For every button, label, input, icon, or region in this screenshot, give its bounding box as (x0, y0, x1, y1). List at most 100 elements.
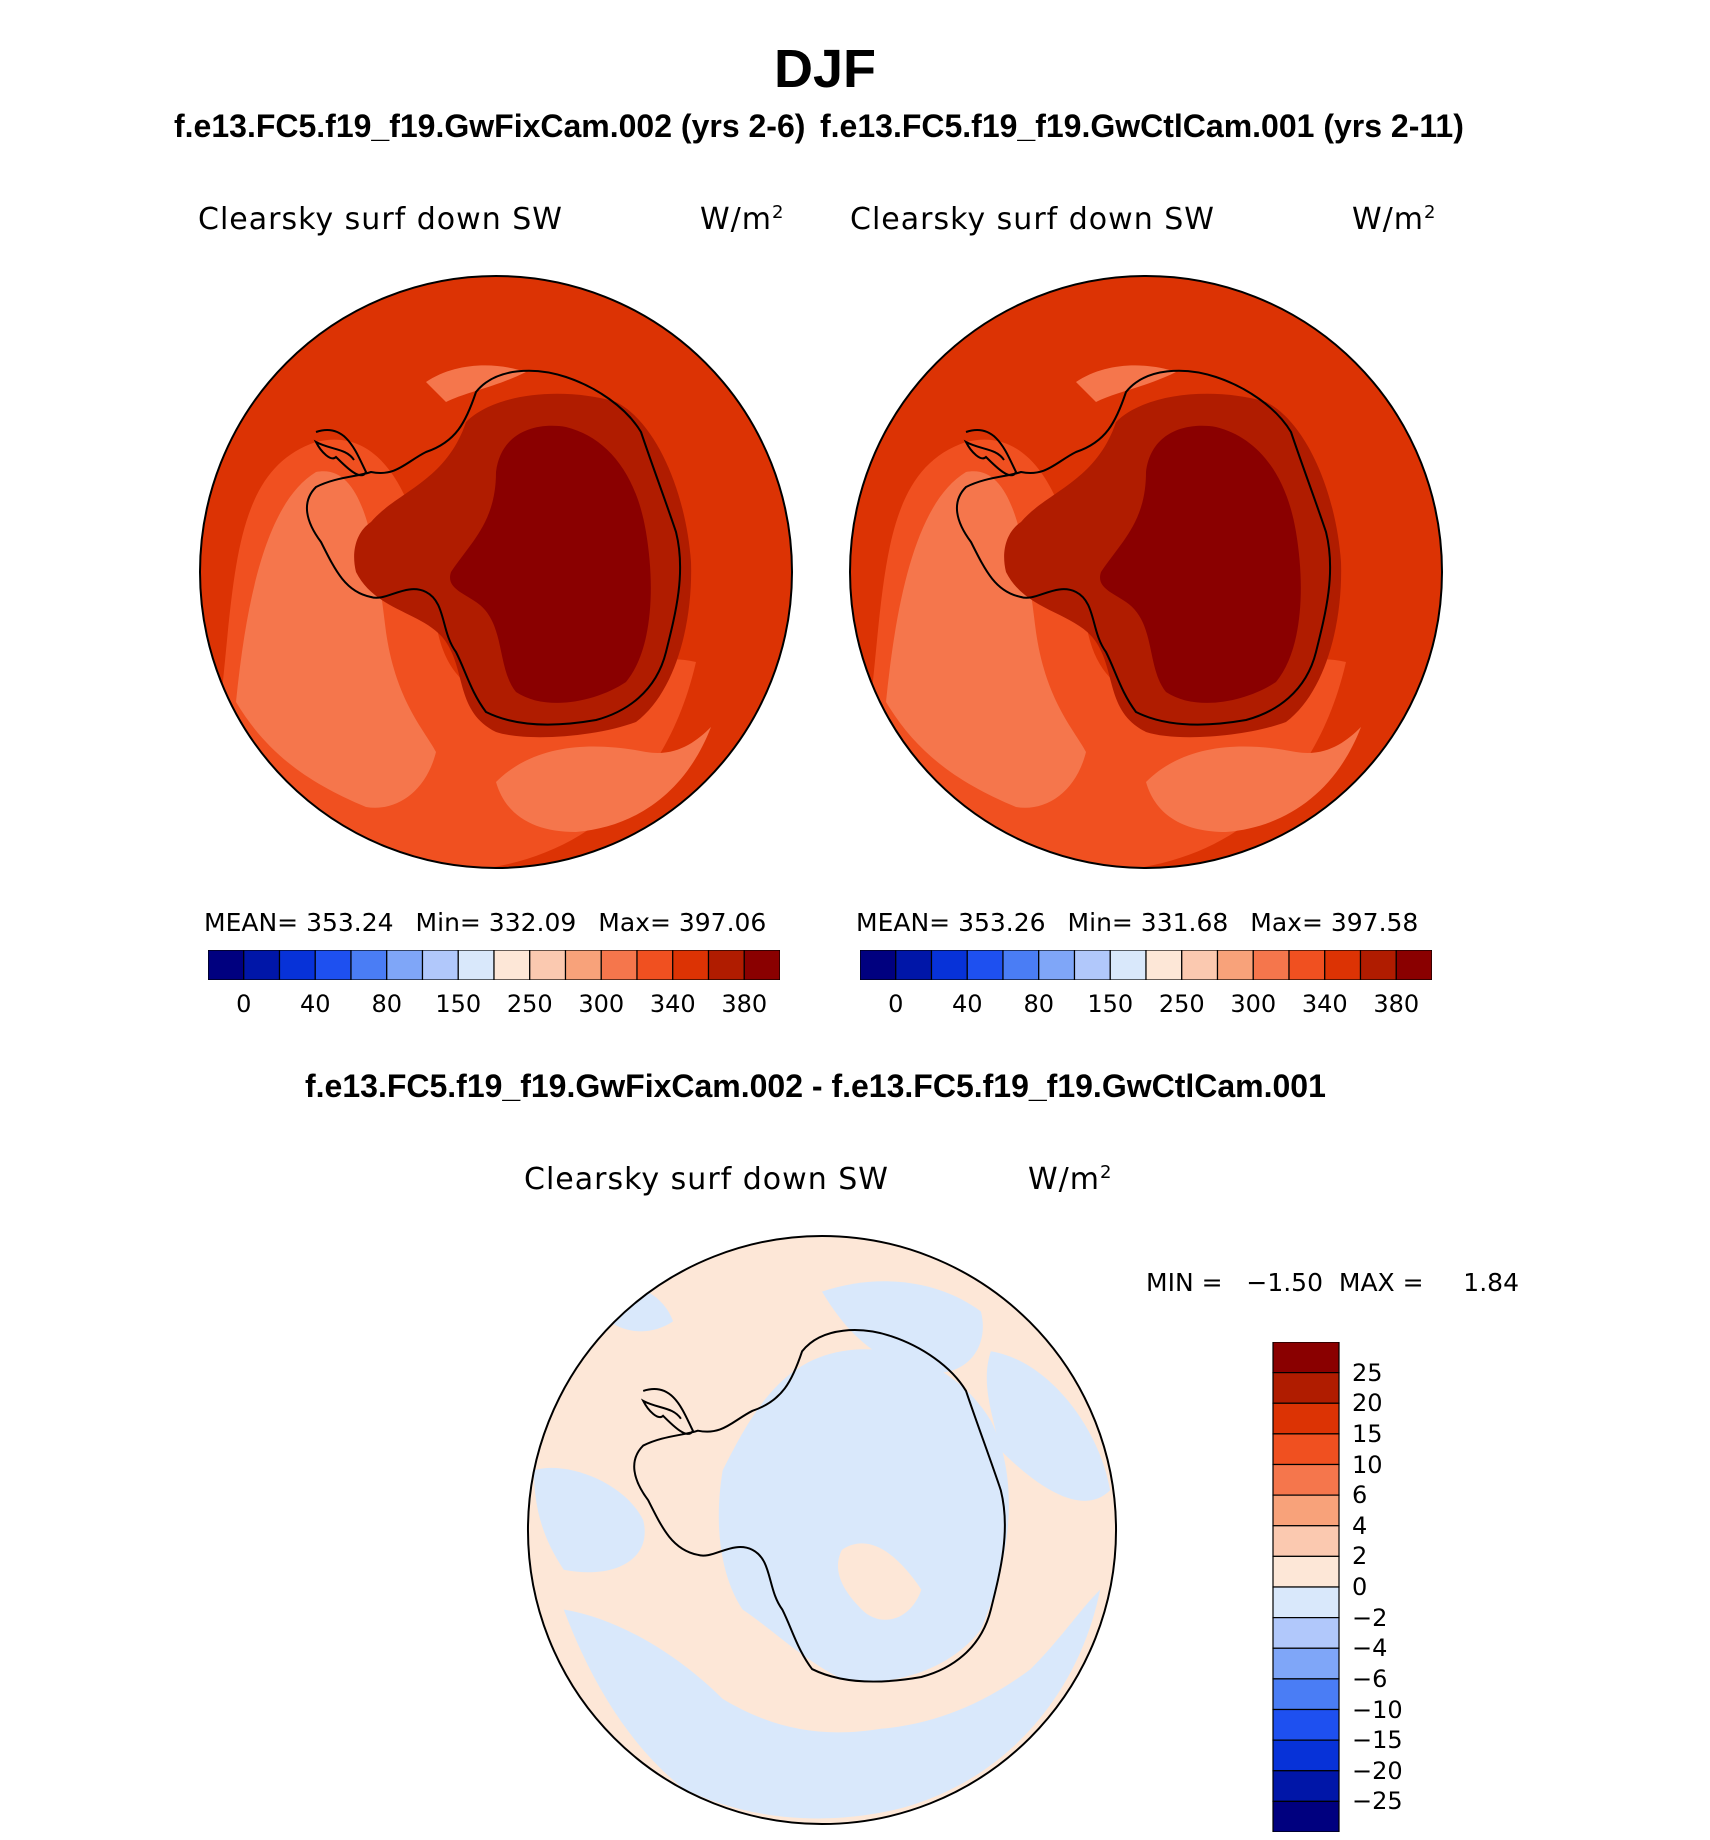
colorbar-tick-label: 4 (1352, 1511, 1368, 1540)
colorbar-tick-label: 150 (1087, 990, 1134, 1018)
interior-high-region (450, 425, 651, 703)
pacific-light-region (886, 471, 1086, 808)
colorbar-tick-label: 250 (1158, 990, 1205, 1018)
left-case-title: f.e13.FC5.f19_f19.GwFixCam.002 (yrs 2-6) (174, 108, 806, 144)
colorbar-tick-label: 380 (1373, 990, 1420, 1018)
colorbar-tick-label: 300 (578, 990, 625, 1018)
colorbar-tick-label: −2 (1352, 1603, 1388, 1632)
left-polar-map (199, 275, 793, 869)
colorbar-tick-label: 300 (1230, 990, 1277, 1018)
colorbar-swatch (208, 950, 245, 980)
colorbar-swatch (1272, 1402, 1340, 1435)
colorbar-tick-label: 25 (1352, 1358, 1383, 1387)
southern-light-region (496, 727, 711, 832)
colorbar-tick-label: −6 (1352, 1664, 1388, 1693)
colorbar-swatch (1272, 1494, 1340, 1527)
colorbar-tick-label: 15 (1352, 1419, 1383, 1448)
colorbar-swatch (743, 950, 780, 980)
colorbar-swatch (278, 950, 316, 980)
colorbar-swatch (1272, 1678, 1340, 1711)
right-colorbar-labels: 0 40 80 150 250 300 340 380 (860, 990, 1432, 1022)
pacific-light-region (236, 471, 436, 808)
left-min: Min= 332.09 (415, 908, 577, 937)
colorbar-tick-label: 40 (299, 990, 331, 1018)
negative-difference-patch (986, 1351, 1111, 1501)
right-case-title: f.e13.FC5.f19_f19.GwCtlCam.001 (yrs 2-11… (820, 108, 1464, 144)
colorbar-swatch (1272, 1647, 1340, 1680)
colorbar-swatch (636, 950, 674, 980)
negative-difference-region (718, 1349, 1009, 1682)
left-stats: MEAN= 353.24 Min= 332.09 Max= 397.06 (204, 908, 788, 937)
colorbar-tick-label: −20 (1352, 1756, 1403, 1785)
difference-polar-map (526, 1234, 1118, 1826)
colorbar-swatch (457, 950, 495, 980)
southern-light-region (1146, 727, 1361, 832)
colorbar-swatch (1272, 1800, 1340, 1832)
colorbar-swatch (350, 950, 388, 980)
colorbar-swatch (493, 950, 531, 980)
colorbar-swatch (1324, 950, 1362, 980)
colorbar-swatch (564, 950, 602, 980)
colorbar-tick-label: 40 (951, 990, 983, 1018)
colorbar-swatch (1272, 1433, 1340, 1466)
colorbar-swatch (421, 950, 459, 980)
colorbar-swatch (1272, 1555, 1340, 1588)
left-units-label: W/m2 (700, 202, 785, 237)
colorbar-swatch (1395, 950, 1432, 980)
colorbar-swatch (529, 950, 567, 980)
colorbar-tick-label: 0 (1352, 1573, 1368, 1601)
colorbar-swatch (1272, 1342, 1340, 1374)
colorbar-swatch (672, 950, 710, 980)
left-variable-label: Clearsky surf down SW (198, 202, 563, 237)
colorbar-swatch (966, 950, 1004, 980)
colorbar-swatch (1272, 1525, 1340, 1557)
colorbar-swatch (707, 950, 745, 980)
left-max: Max= 397.06 (598, 908, 767, 937)
page-title: DJF (773, 39, 876, 99)
colorbar-tick-label: 2 (1352, 1542, 1368, 1571)
colorbar-swatch (314, 950, 352, 980)
colorbar-swatch (1073, 950, 1111, 980)
colorbar-swatch (1359, 950, 1397, 980)
map-border (526, 1234, 1118, 1826)
colorbar-tick-label: 10 (1352, 1450, 1383, 1479)
colorbar-swatch (1272, 1617, 1340, 1649)
map-border (199, 275, 793, 869)
colorbar-swatch (1272, 1463, 1340, 1496)
colorbar-swatch (600, 950, 638, 980)
colorbar-tick-label: 0 (236, 990, 252, 1018)
colorbar-swatch (1272, 1586, 1340, 1619)
colorbar-tick-label: 150 (435, 990, 482, 1018)
colorbar-tick-label: −4 (1352, 1634, 1388, 1663)
colorbar-tick-label: 340 (649, 990, 696, 1018)
colorbar-swatch (1272, 1708, 1340, 1741)
colorbar-swatch (1288, 950, 1326, 980)
antarctica-coastline (955, 369, 1332, 726)
colorbar-swatch (1109, 950, 1147, 980)
left-colorbar (208, 950, 780, 980)
right-max: Max= 397.58 (1250, 908, 1419, 937)
colorbar-tick-label: −15 (1352, 1726, 1403, 1755)
colorbar-swatch (1272, 1770, 1340, 1802)
diff-units-label: W/m2 (1028, 1162, 1113, 1197)
colorbar-tick-label: 80 (1023, 990, 1055, 1018)
colorbar-swatch (1002, 950, 1040, 980)
colorbar-swatch (895, 950, 933, 980)
colorbar-tick-label: 380 (721, 990, 768, 1018)
right-variable-label: Clearsky surf down SW (850, 202, 1215, 237)
colorbar-tick-label: 80 (371, 990, 403, 1018)
colorbar-swatch (1216, 950, 1254, 980)
left-mean: MEAN= 353.24 (204, 908, 394, 937)
colorbar-swatch (860, 950, 897, 980)
antarctica-coastline (633, 1329, 1006, 1683)
colorbar-swatch (1038, 950, 1076, 980)
difference-colorbar-labels: 25 20 15 10 6 4 2 0 −2 −4 −6 −10 −15 −20 −25 (1352, 1342, 1472, 1832)
interior-high-region (1100, 425, 1301, 703)
left-colorbar-labels: 0 40 80 150 250 300 340 380 (208, 990, 780, 1022)
right-mean: MEAN= 353.26 (856, 908, 1046, 937)
colorbar-swatch (1145, 950, 1183, 980)
negative-difference-patch (533, 1467, 645, 1573)
right-stats: MEAN= 353.26 Min= 331.68 Max= 397.58 (856, 908, 1440, 937)
map-border (849, 275, 1443, 869)
colorbar-tick-label: 250 (506, 990, 553, 1018)
